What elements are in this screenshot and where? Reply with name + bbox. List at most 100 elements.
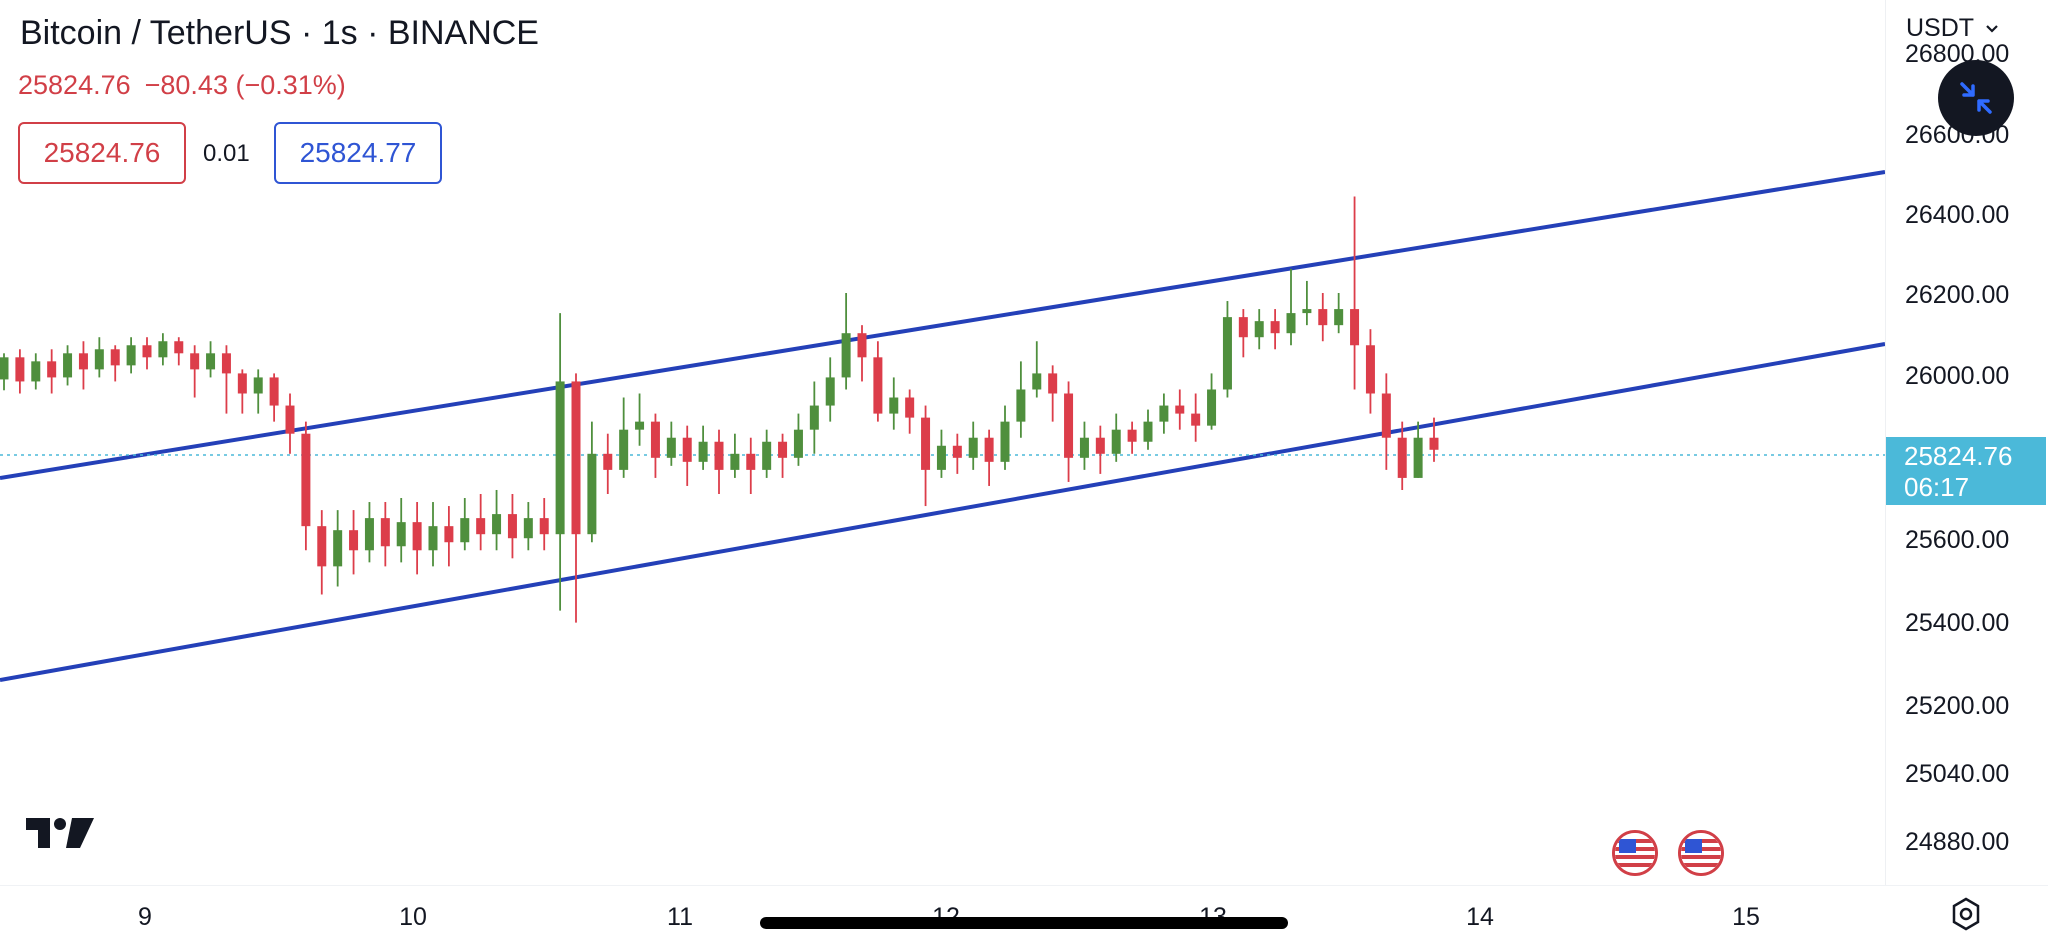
candle-body <box>571 381 581 535</box>
candle-body <box>1413 437 1423 478</box>
candle-body <box>492 514 502 535</box>
price-axis-divider <box>1885 0 1886 885</box>
economic-event-marker[interactable] <box>1678 830 1724 876</box>
candle-body <box>221 353 231 374</box>
candle-body <box>285 405 295 434</box>
tradingview-logo[interactable] <box>24 816 96 855</box>
candle-body <box>650 421 660 458</box>
candle-body <box>1016 389 1026 422</box>
candle-body <box>841 333 851 378</box>
candle-body <box>94 349 104 370</box>
candle-body <box>1365 345 1375 394</box>
candle-body <box>1064 393 1074 458</box>
price-axis-tick: 25600.00 <box>1905 526 2009 554</box>
candle-body <box>921 417 931 470</box>
candle-body <box>0 357 9 380</box>
candle-body <box>380 518 390 547</box>
candle-body <box>174 341 184 354</box>
candle-body <box>587 453 597 535</box>
candle-body <box>126 345 136 366</box>
channel-lower-line <box>0 342 1886 682</box>
current-price-label: 25824.76 06:17 <box>1886 437 2046 505</box>
candle-body <box>905 397 915 418</box>
candle-body <box>428 526 438 551</box>
tradingview-logo-icon <box>26 818 94 848</box>
price-axis: 26800.0026600.0026400.0026200.0026000.00… <box>1905 40 2009 856</box>
candle-body <box>237 373 247 394</box>
candle-body <box>63 353 73 378</box>
candle-body <box>1048 373 1058 394</box>
us-flag-icon <box>1681 833 1721 873</box>
candle-body <box>301 433 311 527</box>
candle-body <box>142 345 152 358</box>
home-indicator[interactable] <box>760 917 1288 929</box>
candle-body <box>555 381 565 535</box>
candle-body <box>1175 405 1185 414</box>
economic-event-marker[interactable] <box>1612 830 1658 876</box>
candle-body <box>1350 309 1360 346</box>
candle-body <box>1254 321 1264 338</box>
candle-body <box>1381 393 1391 438</box>
candle-body <box>253 377 263 394</box>
candle-body <box>523 518 533 539</box>
time-axis-tick: 9 <box>138 903 152 931</box>
candle-body <box>952 445 962 458</box>
chart-settings-button[interactable] <box>1948 896 1984 937</box>
candle-body <box>1429 437 1439 450</box>
candle-body <box>936 445 946 470</box>
settings-gear-icon <box>1952 897 1980 931</box>
price-axis-tick: 26200.00 <box>1905 281 2009 309</box>
currency-selector[interactable]: USDT <box>1906 14 1999 43</box>
channel-upper-line <box>0 170 1886 480</box>
candle-body <box>158 341 168 358</box>
us-flag-icon <box>1615 833 1655 873</box>
price-axis-tick: 24880.00 <box>1905 828 2009 856</box>
candle-body <box>1238 317 1248 338</box>
candle-body <box>682 437 692 462</box>
candle-body <box>269 377 279 406</box>
candle-body <box>873 357 883 414</box>
current-price-value: 25824.76 <box>1904 441 2013 471</box>
collapse-button[interactable] <box>1938 60 2014 136</box>
candle-body <box>78 353 88 370</box>
candle-body <box>762 441 772 470</box>
time-axis-divider <box>0 885 2048 886</box>
last-price: 25824.76 <box>18 70 131 100</box>
spread-value: 0.01 <box>203 140 250 167</box>
candle-body <box>666 437 676 458</box>
candle-body <box>333 530 343 567</box>
candle-body <box>825 377 835 406</box>
price-change: −80.43 (−0.31%) <box>144 70 346 100</box>
candle-body <box>889 397 899 414</box>
candle-body <box>444 526 454 543</box>
price-axis-tick: 26400.00 <box>1905 201 2009 229</box>
candle-body <box>730 453 740 470</box>
time-axis-tick: 14 <box>1466 903 1494 931</box>
candle-body <box>809 405 819 430</box>
candle-body <box>968 437 978 458</box>
candle-body <box>603 453 613 470</box>
candle-body <box>619 429 629 470</box>
sell-button[interactable]: 25824.76 <box>18 122 186 184</box>
candle-body <box>1286 313 1296 334</box>
symbol-title[interactable]: Bitcoin / TetherUS · 1s · BINANCE <box>20 14 539 52</box>
buy-button[interactable]: 25824.77 <box>274 122 442 184</box>
price-change-row: 25824.76 −80.43 (−0.31%) <box>18 70 360 101</box>
currency-label: USDT <box>1906 14 1974 42</box>
candle-body <box>15 357 25 382</box>
chevron-down-icon <box>1985 25 1998 33</box>
candle-body <box>714 441 724 470</box>
candle-body <box>778 441 788 458</box>
candle-body <box>460 518 470 543</box>
candle-body <box>206 353 216 370</box>
channel-layer <box>0 170 1886 682</box>
bar-countdown: 06:17 <box>1904 472 1970 502</box>
candle-body <box>1095 437 1105 454</box>
candle-body <box>1397 437 1407 478</box>
time-axis-tick: 10 <box>399 903 427 931</box>
time-axis-tick: 15 <box>1732 903 1760 931</box>
candle-body <box>1032 373 1042 390</box>
candle-body <box>1318 309 1328 326</box>
